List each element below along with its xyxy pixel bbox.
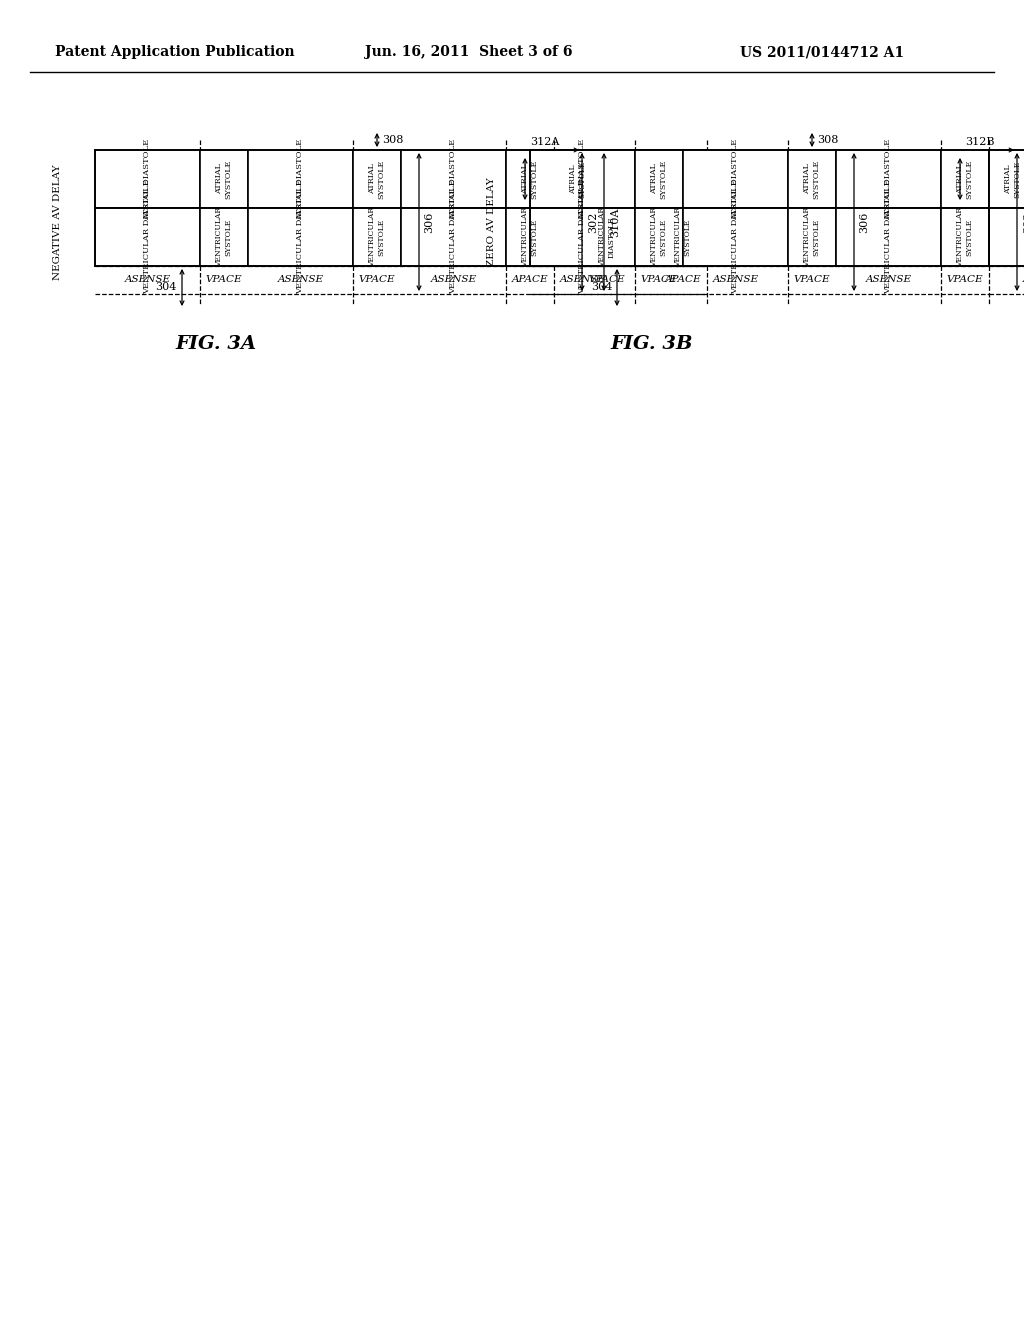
- Bar: [248, 150, 353, 209]
- Text: VENTRICULAR DIASTOLE: VENTRICULAR DIASTOLE: [731, 180, 739, 294]
- Text: ATRIAL DIASTOLE: ATRIAL DIASTOLE: [450, 139, 458, 219]
- Text: ASENSE: ASENSE: [865, 276, 911, 285]
- Text: ATRIAL
SYSTOLE: ATRIAL SYSTOLE: [569, 160, 587, 198]
- Bar: [506, 150, 554, 209]
- Bar: [941, 150, 989, 209]
- Text: US 2011/0144712 A1: US 2011/0144712 A1: [740, 45, 904, 59]
- Text: 312A: 312A: [530, 137, 559, 147]
- Text: FIG. 3A: FIG. 3A: [175, 335, 256, 352]
- Text: VPACE: VPACE: [794, 276, 830, 285]
- Bar: [530, 150, 635, 209]
- Text: VENTRICULAR
SYSTOLE: VENTRICULAR SYSTOLE: [956, 207, 974, 267]
- Text: 302: 302: [588, 211, 598, 232]
- Text: 304: 304: [591, 282, 612, 293]
- Bar: [788, 150, 836, 209]
- Text: VPACE: VPACE: [946, 276, 983, 285]
- Text: ATRIAL DIASTOLE: ATRIAL DIASTOLE: [731, 139, 739, 219]
- Text: VENTRICULAR DIASTOLE: VENTRICULAR DIASTOLE: [143, 180, 152, 294]
- Text: ATRIAL DIASTOLE: ATRIAL DIASTOLE: [297, 139, 304, 219]
- Text: ATRIAL
SYSTOLE: ATRIAL SYSTOLE: [521, 160, 539, 199]
- Text: APACE: APACE: [512, 276, 548, 285]
- Text: VENTRICULAR DIASTOLE: VENTRICULAR DIASTOLE: [297, 180, 304, 294]
- Text: ATRIAL DIASTOLE: ATRIAL DIASTOLE: [885, 139, 893, 219]
- Text: ASENSE: ASENSE: [430, 276, 476, 285]
- Text: ASENSE: ASENSE: [559, 276, 605, 285]
- Bar: [941, 209, 989, 267]
- Bar: [200, 150, 248, 209]
- Text: 306: 306: [424, 211, 434, 232]
- Text: VPACE: VPACE: [588, 276, 625, 285]
- Text: APACE: APACE: [665, 276, 701, 285]
- Bar: [683, 150, 788, 209]
- Text: 310A: 310A: [610, 207, 620, 236]
- Text: 304: 304: [156, 282, 177, 293]
- Bar: [353, 150, 401, 209]
- Bar: [200, 209, 248, 267]
- Text: ZERO AV DELAY: ZERO AV DELAY: [487, 178, 497, 267]
- Bar: [401, 150, 506, 209]
- Text: 306: 306: [859, 211, 869, 232]
- Bar: [635, 209, 683, 267]
- Text: VENTRICULAR
SYSTOLE: VENTRICULAR SYSTOLE: [369, 207, 386, 267]
- Text: ATRIAL
SYSTOLE: ATRIAL SYSTOLE: [956, 160, 974, 199]
- Bar: [635, 150, 683, 209]
- Bar: [554, 150, 602, 209]
- Text: VENTRICULAR
SYSTOLE: VENTRICULAR SYSTOLE: [804, 207, 820, 267]
- Bar: [836, 150, 941, 209]
- Text: ATRIAL
SYSTOLE: ATRIAL SYSTOLE: [1005, 160, 1022, 198]
- Text: ATRIAL
SYSTOLE: ATRIAL SYSTOLE: [804, 160, 820, 199]
- Text: ATRIAL DIASTOLE: ATRIAL DIASTOLE: [143, 139, 152, 219]
- Text: VPACE: VPACE: [358, 276, 395, 285]
- Text: 308: 308: [817, 135, 839, 145]
- Text: VPACE: VPACE: [641, 276, 677, 285]
- Bar: [248, 209, 353, 267]
- Text: ATRIAL
SYSTOLE: ATRIAL SYSTOLE: [215, 160, 232, 199]
- Bar: [836, 209, 941, 267]
- Bar: [989, 150, 1024, 209]
- Bar: [554, 209, 659, 267]
- Text: VENTRICULAR DIASTOLE: VENTRICULAR DIASTOLE: [450, 180, 458, 294]
- Text: ATRIAL
SYSTOLE: ATRIAL SYSTOLE: [650, 160, 668, 199]
- Bar: [683, 209, 788, 267]
- Text: ASENSE: ASENSE: [713, 276, 759, 285]
- Bar: [95, 150, 200, 209]
- Text: VENTRICULAR
SYSTOLE: VENTRICULAR SYSTOLE: [215, 207, 232, 267]
- Text: VENTRICULAR DIASTOLE: VENTRICULAR DIASTOLE: [885, 180, 893, 294]
- Text: Jun. 16, 2011  Sheet 3 of 6: Jun. 16, 2011 Sheet 3 of 6: [365, 45, 572, 59]
- Text: VENTRICULAR
SYSTOLE: VENTRICULAR SYSTOLE: [675, 207, 691, 267]
- Text: ASENSE VPACE: ASENSE VPACE: [1023, 276, 1024, 285]
- Text: ASENSE: ASENSE: [125, 276, 171, 285]
- Text: ATRIAL
SYSTOLE: ATRIAL SYSTOLE: [369, 160, 386, 199]
- Bar: [530, 209, 635, 267]
- Bar: [659, 209, 707, 267]
- Text: VENTRICULAR DIASTOLE: VENTRICULAR DIASTOLE: [579, 180, 587, 294]
- Bar: [353, 209, 401, 267]
- Bar: [401, 209, 506, 267]
- Text: VPACE: VPACE: [206, 276, 243, 285]
- Bar: [506, 209, 554, 267]
- Text: FIG. 3B: FIG. 3B: [610, 335, 692, 352]
- Text: 308: 308: [382, 135, 403, 145]
- Text: 312B: 312B: [965, 137, 994, 147]
- Bar: [788, 209, 836, 267]
- Text: ATRIAL DIASTOLE: ATRIAL DIASTOLE: [579, 139, 587, 219]
- Bar: [95, 209, 200, 267]
- Text: Patent Application Publication: Patent Application Publication: [55, 45, 295, 59]
- Text: NEGATIVE AV DELAY: NEGATIVE AV DELAY: [52, 164, 61, 280]
- Text: VENTRICULAR
DIASTOLE: VENTRICULAR DIASTOLE: [598, 207, 615, 267]
- Text: VENTRICULAR
SYSTOLE: VENTRICULAR SYSTOLE: [650, 207, 668, 267]
- Bar: [989, 209, 1024, 267]
- Text: ASENSE: ASENSE: [278, 276, 324, 285]
- Text: VENTRICULAR
SYSTOLE: VENTRICULAR SYSTOLE: [521, 207, 539, 267]
